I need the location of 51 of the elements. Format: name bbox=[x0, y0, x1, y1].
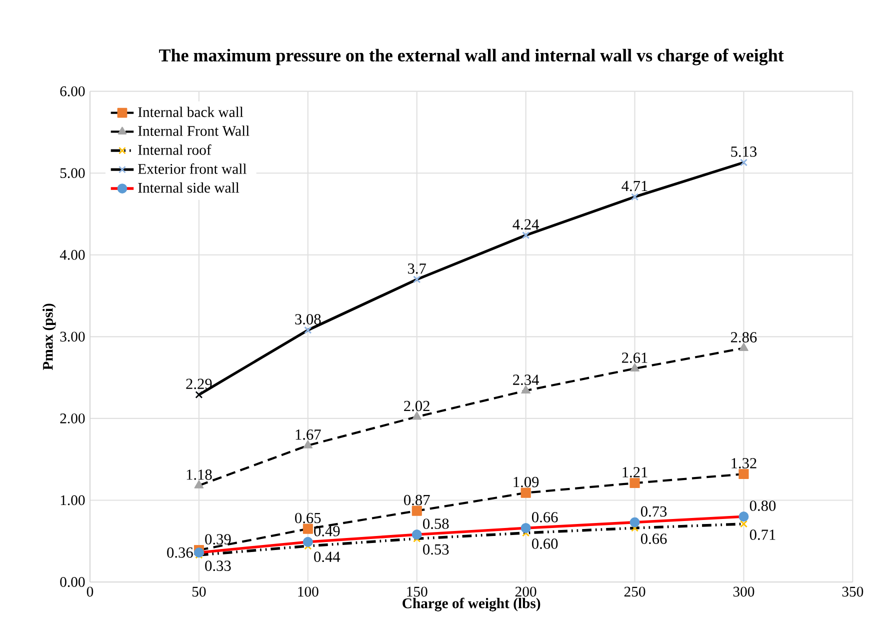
x-tick-label: 100 bbox=[298, 586, 318, 597]
x-tick-label: 300 bbox=[733, 586, 754, 597]
x-tick-label: 200 bbox=[515, 586, 536, 597]
y-tick-label: 4.00 bbox=[60, 250, 85, 260]
legend-label: Exterior front wall bbox=[138, 163, 246, 174]
data-label: 3.08 bbox=[295, 314, 321, 325]
x-tick-label: 150 bbox=[407, 586, 428, 597]
y-tick-label: 3.00 bbox=[60, 332, 85, 342]
legend-label: Internal Front Wall bbox=[138, 126, 250, 136]
y-tick-label: 1.00 bbox=[60, 495, 85, 506]
data-label: 0.60 bbox=[532, 538, 558, 549]
data-label: 0.36 bbox=[167, 547, 193, 558]
data-label: 1.09 bbox=[514, 476, 539, 488]
y-tick-label: 0.00 bbox=[60, 577, 85, 587]
x-axis-title: Charge of weight (lbs) bbox=[402, 598, 540, 612]
y-axis-title: Pmax (psi) bbox=[42, 304, 56, 370]
data-label: 0.58 bbox=[423, 518, 449, 529]
data-label: 0.44 bbox=[314, 552, 340, 562]
data-label: 0.87 bbox=[404, 494, 430, 506]
data-label: 0.71 bbox=[750, 530, 776, 540]
data-label: 3.7 bbox=[408, 263, 426, 274]
x-tick-label: 250 bbox=[624, 586, 646, 597]
data-label: 0.53 bbox=[423, 544, 449, 555]
data-label: 5.13 bbox=[731, 146, 757, 157]
data-label: 2.34 bbox=[513, 374, 539, 386]
data-label: 1.21 bbox=[622, 467, 648, 478]
x-tick-label: 0 bbox=[86, 586, 94, 597]
legend-label: Internal side wall bbox=[138, 182, 240, 193]
data-label: 2.02 bbox=[404, 400, 430, 412]
legend-label: Internal roof bbox=[138, 144, 212, 155]
data-label: 0.73 bbox=[640, 506, 667, 517]
data-label: 0.80 bbox=[750, 500, 776, 511]
data-label: 0.66 bbox=[532, 512, 558, 522]
data-label: 1.32 bbox=[732, 458, 756, 468]
data-label: 0.66 bbox=[640, 534, 667, 544]
data-label: 1.18 bbox=[186, 470, 212, 480]
data-label: 2.86 bbox=[730, 332, 757, 343]
data-label: 0.65 bbox=[295, 512, 321, 524]
y-tick-label: 6.00 bbox=[60, 86, 85, 96]
y-tick-label: 5.00 bbox=[60, 168, 85, 178]
x-tick-label: 50 bbox=[192, 586, 206, 597]
legend-label: Internal back wall bbox=[138, 106, 244, 118]
y-tick-label: 2.00 bbox=[60, 413, 85, 424]
data-label: 4.71 bbox=[622, 180, 648, 192]
data-label: 2.61 bbox=[622, 352, 648, 363]
x-tick-label: 350 bbox=[842, 586, 864, 597]
data-label: 0.33 bbox=[205, 560, 231, 572]
data-label: 4.24 bbox=[512, 219, 539, 230]
data-label: 1.67 bbox=[296, 429, 321, 440]
chart-title: The maximum pressure on the external wall and internal wall vs charge of weight bbox=[159, 48, 784, 66]
data-label: 0.39 bbox=[205, 534, 231, 544]
